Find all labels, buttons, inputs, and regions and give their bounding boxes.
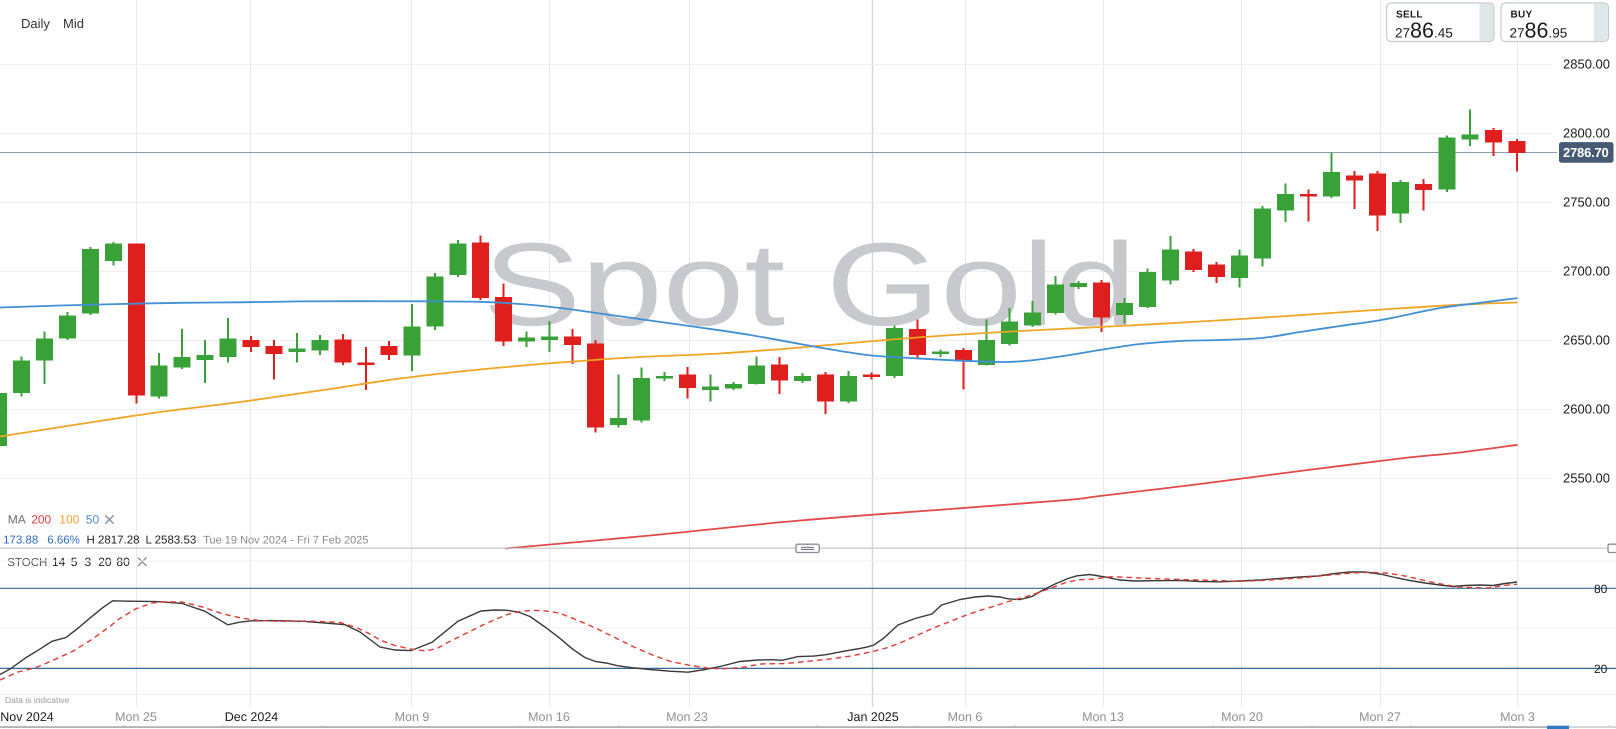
svg-text:80: 80 xyxy=(1594,582,1608,596)
svg-text:BUY: BUY xyxy=(1511,10,1533,21)
svg-text:Tue 19 Nov 2024 - Fri 7 Feb 20: Tue 19 Nov 2024 - Fri 7 Feb 2025 xyxy=(203,534,368,546)
svg-text:200: 200 xyxy=(31,513,51,527)
svg-text:5: 5 xyxy=(71,555,78,569)
svg-text:H 2817.28: H 2817.28 xyxy=(87,534,140,546)
svg-text:2600.00: 2600.00 xyxy=(1563,402,1610,417)
svg-text:Mon 9: Mon 9 xyxy=(395,710,430,724)
svg-text:2550.00: 2550.00 xyxy=(1563,471,1610,486)
svg-text:100: 100 xyxy=(59,513,79,527)
svg-text:2650.00: 2650.00 xyxy=(1563,333,1610,348)
svg-text:Nov 2024: Nov 2024 xyxy=(0,710,54,724)
svg-text:50: 50 xyxy=(86,513,100,527)
svg-text:80: 80 xyxy=(116,555,130,569)
svg-text:2800.00: 2800.00 xyxy=(1563,126,1610,141)
svg-text:Mon 6: Mon 6 xyxy=(948,710,983,724)
svg-text:Jan 2025: Jan 2025 xyxy=(847,710,898,724)
svg-text:20: 20 xyxy=(1594,662,1608,676)
svg-text:6.66%: 6.66% xyxy=(47,534,80,546)
svg-text:2750.00: 2750.00 xyxy=(1563,195,1610,210)
svg-text:14: 14 xyxy=(52,555,66,569)
svg-text:MA: MA xyxy=(8,513,26,527)
svg-text:2786.45: 2786.45 xyxy=(1395,18,1453,42)
svg-text:2700.00: 2700.00 xyxy=(1563,264,1610,279)
svg-text:STOCH: STOCH xyxy=(7,557,47,569)
svg-text:Spot Gold: Spot Gold xyxy=(483,219,1136,351)
svg-text:Dec 2024: Dec 2024 xyxy=(225,710,279,724)
svg-text:Mon 23: Mon 23 xyxy=(666,710,708,724)
svg-text:Daily: Daily xyxy=(21,16,50,31)
svg-text:20: 20 xyxy=(98,555,112,569)
svg-text:Mon 3: Mon 3 xyxy=(1500,710,1535,724)
svg-text:173.88: 173.88 xyxy=(3,534,38,546)
svg-text:2786.70: 2786.70 xyxy=(1563,145,1609,160)
svg-text:3: 3 xyxy=(85,555,92,569)
svg-text:Mon 20: Mon 20 xyxy=(1221,710,1263,724)
svg-text:Mon 27: Mon 27 xyxy=(1359,710,1401,724)
svg-text:Mon 25: Mon 25 xyxy=(115,710,157,724)
svg-text:Mon 13: Mon 13 xyxy=(1082,710,1124,724)
svg-text:L 2583.53: L 2583.53 xyxy=(146,534,197,546)
svg-text:Data is indicative: Data is indicative xyxy=(5,695,70,705)
svg-text:SELL: SELL xyxy=(1396,10,1423,21)
svg-text:Mon 16: Mon 16 xyxy=(528,710,570,724)
svg-text:2850.00: 2850.00 xyxy=(1563,57,1610,72)
svg-text:Mid: Mid xyxy=(63,16,84,31)
